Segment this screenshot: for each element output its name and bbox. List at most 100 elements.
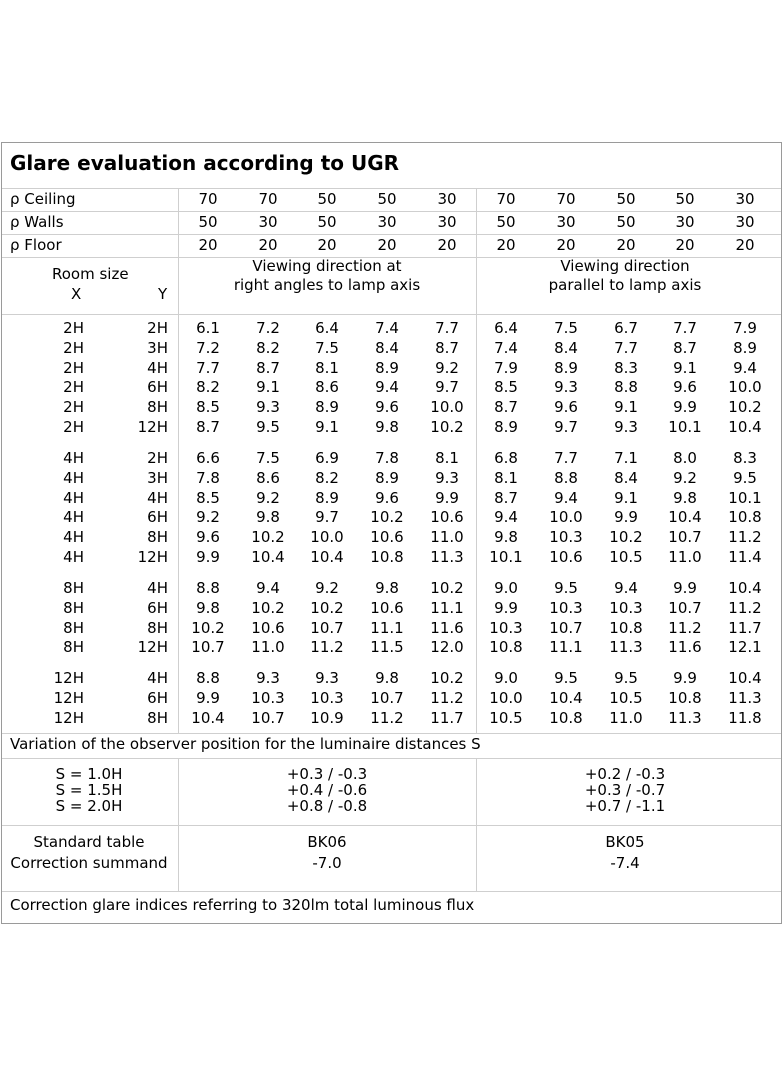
ugr-value: 8.7	[435, 339, 459, 357]
ugr-value: 10.7	[310, 619, 344, 637]
ugr-value: 10.2	[191, 619, 225, 637]
room-x: 4H	[63, 449, 84, 467]
reflectance-value: 70	[556, 190, 576, 208]
ugr-value: 9.6	[375, 489, 399, 507]
correction-summand-label: Correction summand	[10, 854, 168, 872]
room-x: 2H	[63, 319, 84, 337]
room-y: 4H	[147, 669, 168, 687]
ugr-value: 8.8	[196, 579, 220, 597]
reflectance-value: 20	[258, 236, 278, 254]
room-y: 6H	[147, 689, 168, 707]
ugr-value: 8.2	[256, 339, 280, 357]
ugr-value: 10.8	[370, 548, 404, 566]
ugr-value: 8.7	[256, 359, 280, 377]
ugr-value: 10.7	[251, 709, 285, 727]
ugr-value: 10.3	[310, 689, 344, 707]
ugr-value: 9.3	[256, 398, 280, 416]
room-x: 2H	[63, 378, 84, 396]
reflectance-value: 30	[377, 213, 397, 231]
room-y: 4H	[147, 359, 168, 377]
divider	[2, 188, 781, 189]
ugr-value: 9.7	[435, 378, 459, 396]
room-y: 3H	[147, 469, 168, 487]
ugr-value: 11.1	[430, 599, 464, 617]
room-y: 6H	[147, 599, 168, 617]
right-correction-summand: -7.0	[312, 854, 342, 872]
ugr-value: 8.3	[733, 449, 757, 467]
room-y: 8H	[147, 528, 168, 546]
ugr-value: 8.9	[494, 418, 518, 436]
ugr-value: 11.6	[668, 638, 702, 656]
reflectance-value: 20	[735, 236, 755, 254]
reflectance-value: 50	[317, 213, 337, 231]
room-x: 12H	[53, 669, 84, 687]
ugr-value: 9.5	[256, 418, 280, 436]
ugr-value: 6.9	[315, 449, 339, 467]
reflectance-value: 30	[675, 213, 695, 231]
divider	[178, 188, 179, 733]
room-x: 2H	[63, 418, 84, 436]
ugr-value: 11.2	[310, 638, 344, 656]
ugr-value: 6.4	[494, 319, 518, 337]
ugr-value: 10.7	[668, 528, 702, 546]
right-standard-table: BK06	[307, 833, 347, 851]
room-y: 12H	[137, 418, 168, 436]
ugr-value: 8.9	[375, 469, 399, 487]
ugr-value: 9.2	[673, 469, 697, 487]
ugr-value: 9.4	[554, 489, 578, 507]
standard-table-label: Standard table	[33, 833, 145, 851]
ugr-value: 11.2	[728, 599, 762, 617]
reflectance-value: 20	[317, 236, 337, 254]
footer-note: Correction glare indices referring to 32…	[10, 896, 475, 914]
ugr-value: 6.4	[315, 319, 339, 337]
ugr-value: 7.5	[554, 319, 578, 337]
reflectance-value: 70	[258, 190, 278, 208]
ugr-value: 8.1	[315, 359, 339, 377]
ugr-value: 9.4	[256, 579, 280, 597]
ugr-value: 10.1	[489, 548, 523, 566]
ugr-value: 10.4	[728, 418, 762, 436]
room-x: 8H	[63, 599, 84, 617]
ugr-value: 10.6	[370, 528, 404, 546]
variation-right: +0.3 / -0.3	[286, 765, 368, 783]
ugr-value: 11.1	[370, 619, 404, 637]
variation-s: S = 1.0H	[55, 765, 123, 783]
ugr-value: 11.5	[370, 638, 404, 656]
ugr-value: 9.9	[673, 669, 697, 687]
ugr-value: 10.3	[549, 599, 583, 617]
reflectance-value: 50	[616, 190, 636, 208]
ugr-value: 8.7	[494, 489, 518, 507]
parallel-standard-table: BK05	[605, 833, 645, 851]
reflectance-value: 70	[198, 190, 218, 208]
room-x: 2H	[63, 398, 84, 416]
ugr-value: 8.5	[196, 398, 220, 416]
ugr-value: 11.2	[728, 528, 762, 546]
variation-parallel: +0.3 / -0.7	[584, 781, 666, 799]
ugr-value: 9.5	[733, 469, 757, 487]
variation-right: +0.4 / -0.6	[286, 781, 368, 799]
ugr-value: 9.4	[733, 359, 757, 377]
ugr-value: 10.6	[251, 619, 285, 637]
room-size-label: Room size	[52, 265, 129, 283]
ugr-value: 9.8	[494, 528, 518, 546]
ugr-value: 9.6	[196, 528, 220, 546]
ugr-value: 8.8	[554, 469, 578, 487]
room-y: 2H	[147, 449, 168, 467]
ugr-value: 9.1	[256, 378, 280, 396]
ugr-value: 7.7	[673, 319, 697, 337]
ugr-value: 10.5	[609, 548, 643, 566]
divider	[2, 733, 781, 734]
ugr-value: 10.8	[609, 619, 643, 637]
ugr-value: 10.4	[251, 548, 285, 566]
ugr-value: 10.0	[430, 398, 464, 416]
ugr-value: 10.6	[549, 548, 583, 566]
ugr-value: 9.9	[494, 599, 518, 617]
ugr-value: 10.2	[728, 398, 762, 416]
ugr-value: 7.9	[733, 319, 757, 337]
ugr-value: 10.6	[370, 599, 404, 617]
room-x: 8H	[63, 638, 84, 656]
reflectance-value: 20	[496, 236, 516, 254]
parallel-heading-2: parallel to lamp axis	[548, 276, 702, 294]
ugr-value: 9.2	[435, 359, 459, 377]
ugr-value: 11.1	[549, 638, 583, 656]
